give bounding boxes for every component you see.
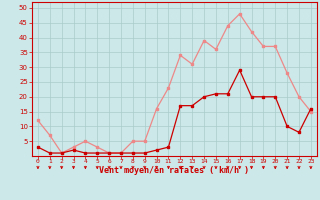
X-axis label: Vent moyen/en rafales ( km/h ): Vent moyen/en rafales ( km/h ) (100, 166, 249, 175)
